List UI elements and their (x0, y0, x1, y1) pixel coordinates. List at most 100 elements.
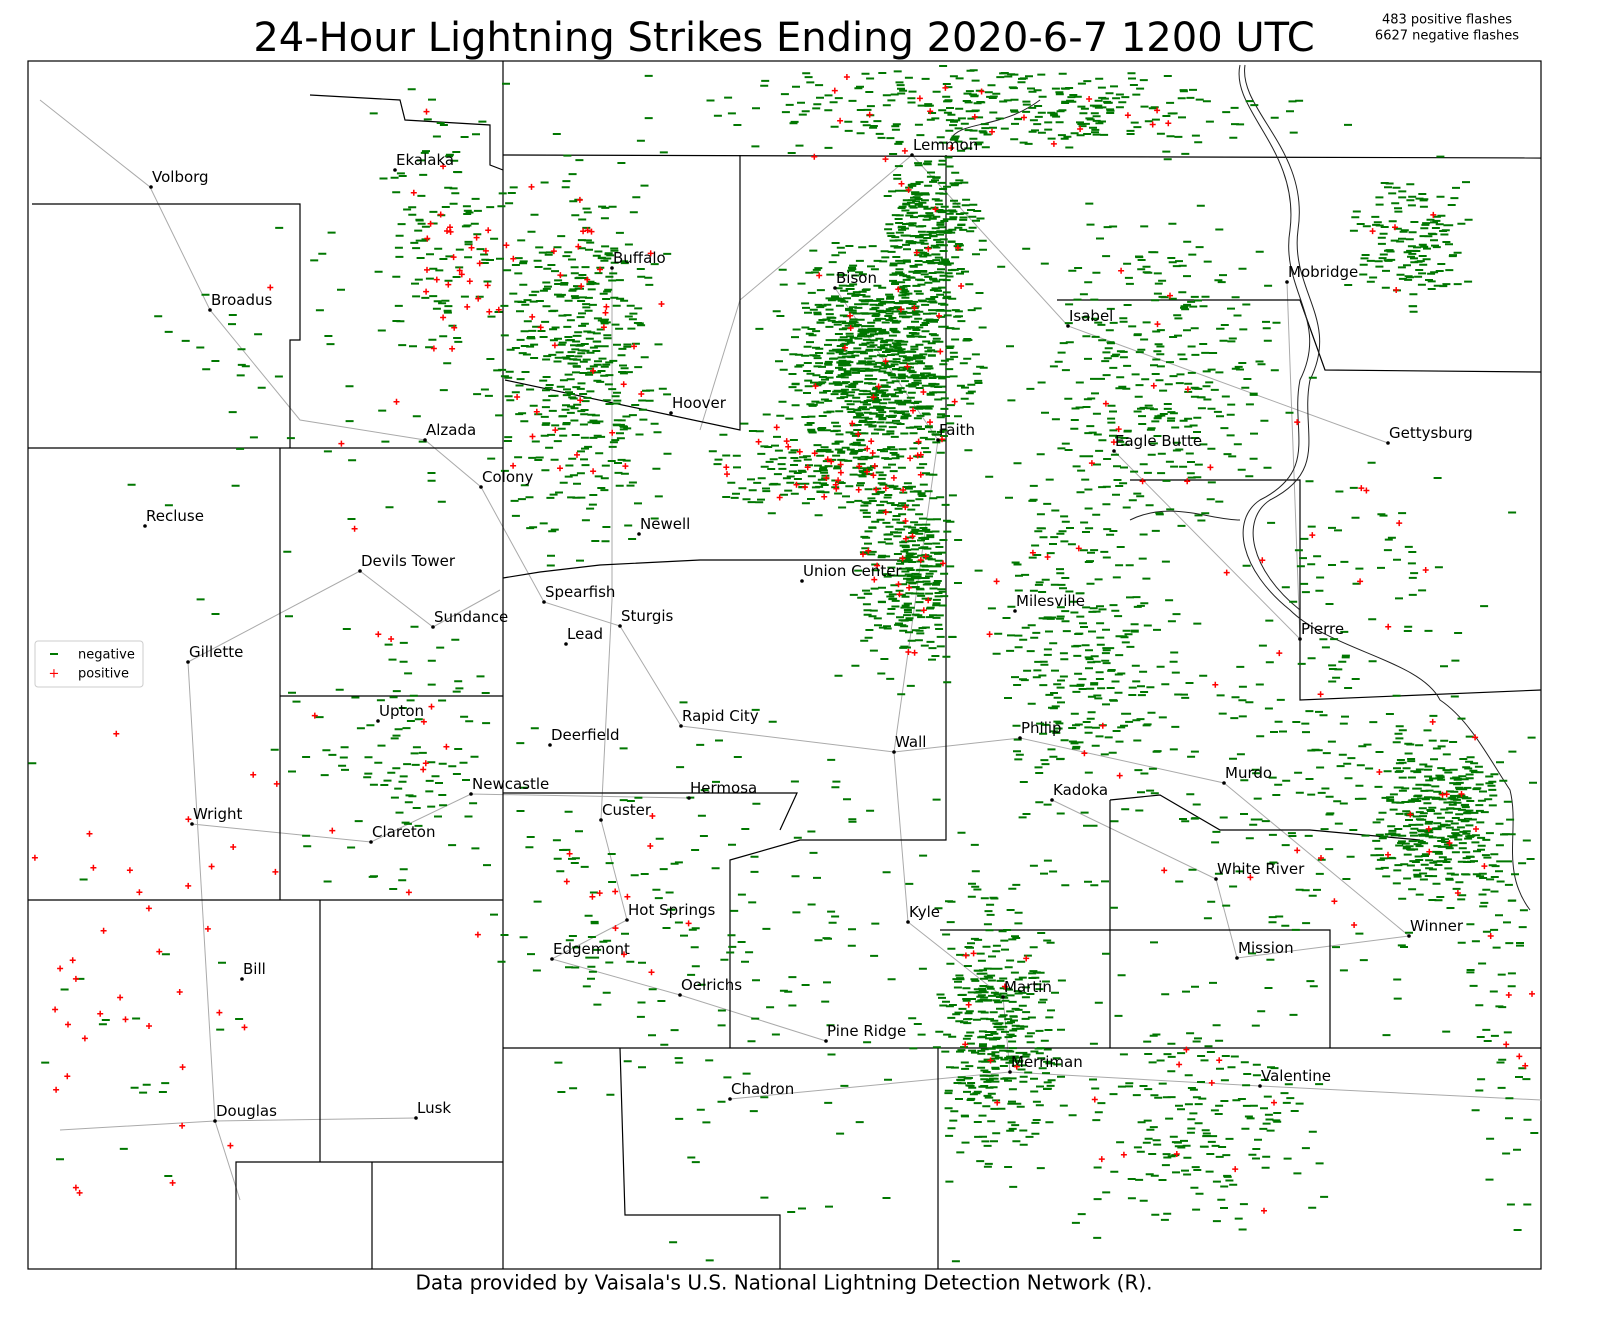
city-label: Custer (602, 801, 652, 819)
city-dot (550, 957, 554, 961)
city-label: Rapid City (682, 707, 759, 725)
city-dot (1112, 449, 1116, 453)
city-dot (1258, 1084, 1262, 1088)
city-dot (678, 993, 682, 997)
positive-count: 483 positive flashes (1382, 13, 1512, 28)
city-label: Hoover (672, 394, 727, 412)
city-label: Spearfish (545, 583, 615, 601)
city-dot (186, 660, 190, 664)
city-label: Winner (1410, 917, 1464, 935)
city-dot (1222, 781, 1226, 785)
city-dot (833, 286, 837, 290)
city-label: Oelrichs (681, 976, 742, 994)
city-label: Hot Springs (628, 901, 716, 919)
city-dot (143, 524, 147, 528)
city-dot (240, 977, 244, 981)
city-dot (625, 918, 629, 922)
city-label: Kyle (909, 903, 940, 921)
city-dot (423, 438, 427, 442)
city-dot (542, 600, 546, 604)
city-label: White River (1217, 860, 1305, 878)
city-dot (1018, 736, 1022, 740)
city-label: Deerfield (551, 726, 620, 744)
city-label: Philip (1021, 719, 1062, 737)
negative-strikes (28, 65, 1539, 1263)
city-dot (213, 1119, 217, 1123)
city-label: Martin (1004, 978, 1052, 996)
city-label: Lemmon (913, 136, 978, 154)
city-label: Colony (482, 468, 534, 486)
city-dot (1214, 877, 1218, 881)
negative-count: 6627 negative flashes (1375, 29, 1519, 44)
city-label: Devils Tower (361, 552, 456, 570)
city-dot (431, 625, 435, 629)
city-label: Gillette (189, 643, 243, 661)
city-label: Newcastle (472, 775, 549, 793)
city-label: Wall (895, 733, 926, 751)
city-label: Alzada (426, 421, 476, 439)
city-dot (1013, 609, 1017, 613)
legend-positive-label: positive (78, 667, 129, 682)
map-title: 24-Hour Lightning Strikes Ending 2020-6-… (253, 15, 1314, 61)
city-dot (618, 624, 622, 628)
city-label: Mobridge (1288, 263, 1358, 281)
city-label: Volborg (152, 168, 209, 186)
legend-negative-label: negative (78, 648, 135, 663)
city-dot (637, 532, 641, 536)
city-label: Wright (193, 805, 243, 823)
city-label: Ekalaka (396, 151, 454, 169)
city-label: Merriman (1011, 1053, 1083, 1071)
city-dot (936, 438, 940, 442)
city-label: Buffalo (613, 249, 666, 267)
city-dot (149, 185, 153, 189)
city-dot (800, 579, 804, 583)
footer-credit: Data provided by Vaisala's U.S. National… (415, 1271, 1152, 1295)
city-label: Bison (836, 269, 877, 287)
city-label: Lead (567, 625, 603, 643)
city-label: Pine Ridge (827, 1022, 906, 1040)
city-dot (910, 153, 914, 157)
legend-box (34, 640, 144, 688)
city-dot (906, 920, 910, 924)
city-dot (892, 750, 896, 754)
city-dot (564, 642, 568, 646)
city-label: Edgemont (553, 940, 630, 958)
city-dot (1386, 441, 1390, 445)
city-dot (728, 1097, 732, 1101)
city-label: Clareton (372, 823, 435, 841)
city-label: Lusk (417, 1099, 451, 1117)
city-label: Faith (939, 421, 975, 439)
city-dot (1008, 1070, 1012, 1074)
city-dot (1001, 995, 1005, 999)
legend-negative-symbol (50, 653, 58, 655)
city-dot (1298, 637, 1302, 641)
city-dot (208, 308, 212, 312)
city-label: Pierre (1301, 620, 1344, 638)
city-label: Bill (243, 960, 266, 978)
legend-positive-symbol: + (49, 667, 60, 682)
city-label: Hermosa (690, 779, 757, 797)
city-dot (414, 1116, 418, 1120)
city-dot (1285, 280, 1289, 284)
city-dot (1235, 956, 1239, 960)
city-labels: Volborg Ekalaka Broadus Alzada Buffalo Bison L… (143, 136, 1473, 1123)
city-label: Douglas (216, 1102, 277, 1120)
city-label: Union Center (803, 562, 902, 580)
city-label: Newell (640, 515, 690, 533)
map-area: Volborg Ekalaka Broadus Alzada Buffalo Bison L… (27, 60, 1542, 1270)
city-label: Milesville (1016, 592, 1085, 610)
city-dot (1050, 798, 1054, 802)
city-label: Sturgis (621, 607, 674, 625)
city-label: Gettysburg (1389, 424, 1473, 442)
city-dot (610, 266, 614, 270)
city-dot (679, 724, 683, 728)
city-dot (687, 796, 691, 800)
city-label: Eagle Butte (1115, 432, 1202, 450)
city-label: Kadoka (1053, 781, 1108, 799)
city-dot (599, 818, 603, 822)
city-dot (376, 719, 380, 723)
city-label: Recluse (146, 507, 204, 525)
legend: negative + positive (34, 640, 144, 688)
